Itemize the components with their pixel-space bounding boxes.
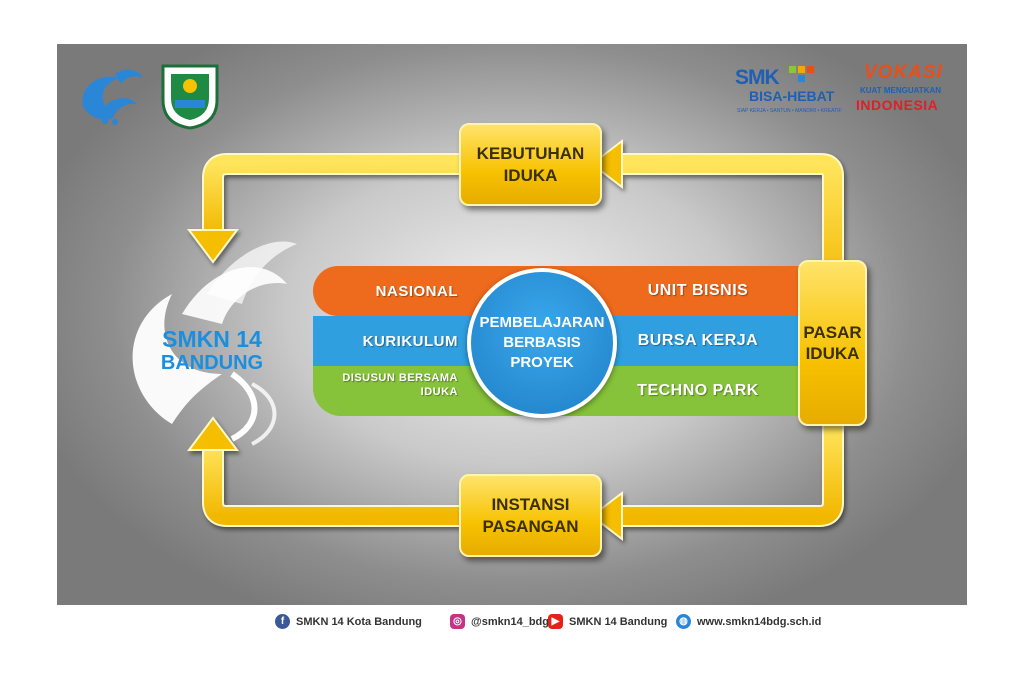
center-line1: PEMBELAJARAN bbox=[479, 313, 605, 331]
footer-social-links: f SMKN 14 Kota Bandung ◎ @smkn14_bdg ▶ S… bbox=[0, 605, 1024, 645]
label-bursa-kerja: BURSA KERJA bbox=[637, 332, 759, 349]
box-top-line2: IDUKA bbox=[503, 165, 558, 185]
youtube-label: SMKN 14 Bandung bbox=[569, 615, 668, 628]
arrow-bottom-right bbox=[617, 426, 844, 527]
label-unit-bisnis: UNIT BISNIS bbox=[647, 282, 749, 299]
website-label: www.smkn14bdg.sch.id bbox=[697, 615, 822, 628]
arrow-head-top bbox=[590, 138, 623, 190]
facebook-icon: f bbox=[275, 614, 290, 629]
school-bird-emblem-icon bbox=[132, 241, 297, 446]
arrow-head-left-top bbox=[187, 229, 239, 264]
arrow-head-bottom bbox=[590, 490, 623, 542]
vokasi-logo-line1: VOKASI bbox=[864, 62, 943, 83]
center-line3: PROYEK bbox=[510, 354, 574, 372]
footer-facebook[interactable]: f SMKN 14 Kota Bandung bbox=[275, 614, 422, 629]
box-bottom-line1: INSTANSI bbox=[491, 495, 570, 515]
smk-bisa-hebat-logo: SMK BISA-HEBAT SIAP KERJA • SANTUN • MAN… bbox=[735, 64, 843, 124]
vokasi-logo-line2: KUAT MENGUATKAN bbox=[860, 86, 942, 95]
box-bottom-line2: PASANGAN bbox=[482, 516, 579, 536]
arrow-bottom-left bbox=[202, 446, 459, 527]
box-top-line1: KEBUTUHAN bbox=[476, 144, 585, 164]
label-nasional: NASIONAL bbox=[375, 282, 458, 300]
box-pasar-iduka: PASAR IDUKA bbox=[798, 260, 867, 426]
label-kurikulum: KURIKULUM bbox=[362, 332, 458, 350]
diagram-panel: SMKN 14 BANDUNG NASIONAL UNIT BISNIS KUR… bbox=[57, 44, 967, 605]
footer-website[interactable]: ◍ www.smkn14bdg.sch.id bbox=[676, 614, 821, 629]
facebook-label: SMKN 14 Kota Bandung bbox=[296, 615, 422, 628]
youtube-icon: ▶ bbox=[548, 614, 563, 629]
flow-arrows bbox=[187, 138, 844, 542]
smk-blocks-icon bbox=[789, 66, 814, 82]
label-disusun-line2: IDUKA bbox=[420, 385, 458, 398]
west-java-emblem-icon bbox=[161, 64, 219, 130]
label-disusun-line1: DISUSUN BERSAMA bbox=[342, 372, 458, 384]
instagram-label: @smkn14_bdg bbox=[471, 615, 549, 628]
footer-youtube[interactable]: ▶ SMKN 14 Bandung bbox=[548, 614, 667, 629]
label-techno-park: TECHNO PARK bbox=[637, 382, 759, 399]
center-line2: BERBASIS bbox=[503, 333, 581, 351]
box-right-line1: PASAR bbox=[803, 322, 862, 342]
smk-logo-line2: BISA-HEBAT bbox=[749, 88, 835, 104]
arrow-head-left-bottom bbox=[187, 416, 239, 451]
smk-logo-line1: SMK bbox=[735, 66, 780, 89]
center-circle-pembelajaran: PEMBELAJARAN BERBASIS PROYEK bbox=[467, 268, 617, 418]
box-instansi-pasangan: INSTANSI PASANGAN bbox=[459, 474, 602, 557]
label-disusun-bersama: DISUSUN BERSAMA IDUKA bbox=[313, 372, 458, 400]
box-kebutuhan-iduka: KEBUTUHAN IDUKA bbox=[459, 123, 602, 206]
bird-logo-icon bbox=[82, 69, 143, 125]
smk-logo-tagline: SIAP KERJA • SANTUN • MANDIRI • KREATIF bbox=[737, 108, 842, 114]
vokasi-logo: VOKASI KUAT MENGUATKAN INDONESIA bbox=[852, 62, 952, 122]
school-name-line2: BANDUNG bbox=[160, 352, 264, 375]
box-right-line2: IDUKA bbox=[805, 344, 860, 363]
school-name-line1: SMKN 14 bbox=[162, 326, 262, 352]
vokasi-logo-line3: INDONESIA bbox=[856, 97, 939, 113]
footer-instagram[interactable]: ◎ @smkn14_bdg bbox=[450, 614, 549, 629]
globe-icon: ◍ bbox=[676, 614, 691, 629]
school-name: SMKN 14 BANDUNG bbox=[127, 326, 297, 375]
instagram-icon: ◎ bbox=[450, 614, 465, 629]
